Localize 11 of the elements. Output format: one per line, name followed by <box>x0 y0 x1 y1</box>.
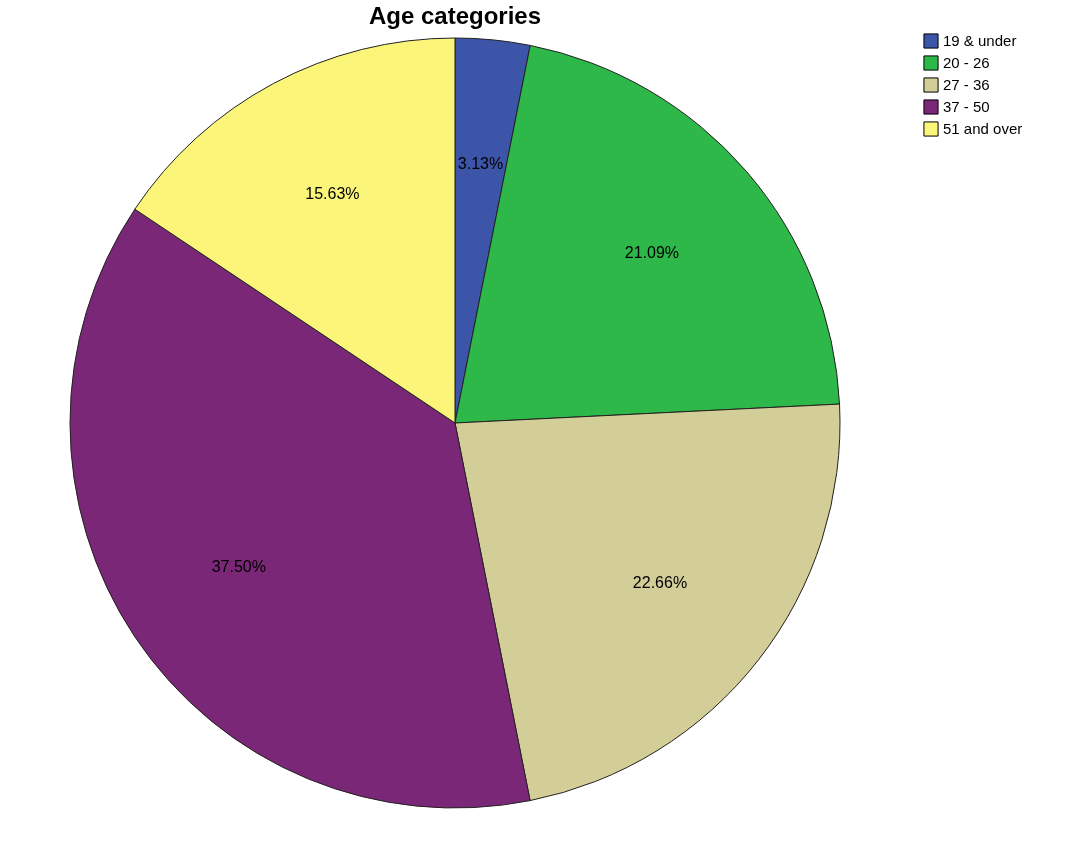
legend-label: 27 - 36 <box>943 76 990 93</box>
data-label: 22.66% <box>632 573 688 591</box>
data-label: 21.09% <box>624 244 680 262</box>
legend-label: 20 - 26 <box>943 54 990 71</box>
legend-label: 37 - 50 <box>943 98 990 115</box>
data-label: 15.63% <box>305 184 360 202</box>
legend-label: 19 & under <box>943 32 1017 49</box>
legend-label: 51 and over <box>943 120 1023 137</box>
chart-title: Age categories <box>368 2 542 29</box>
data-label: 37.50% <box>211 558 266 576</box>
data-label: 3.13% <box>457 155 504 173</box>
